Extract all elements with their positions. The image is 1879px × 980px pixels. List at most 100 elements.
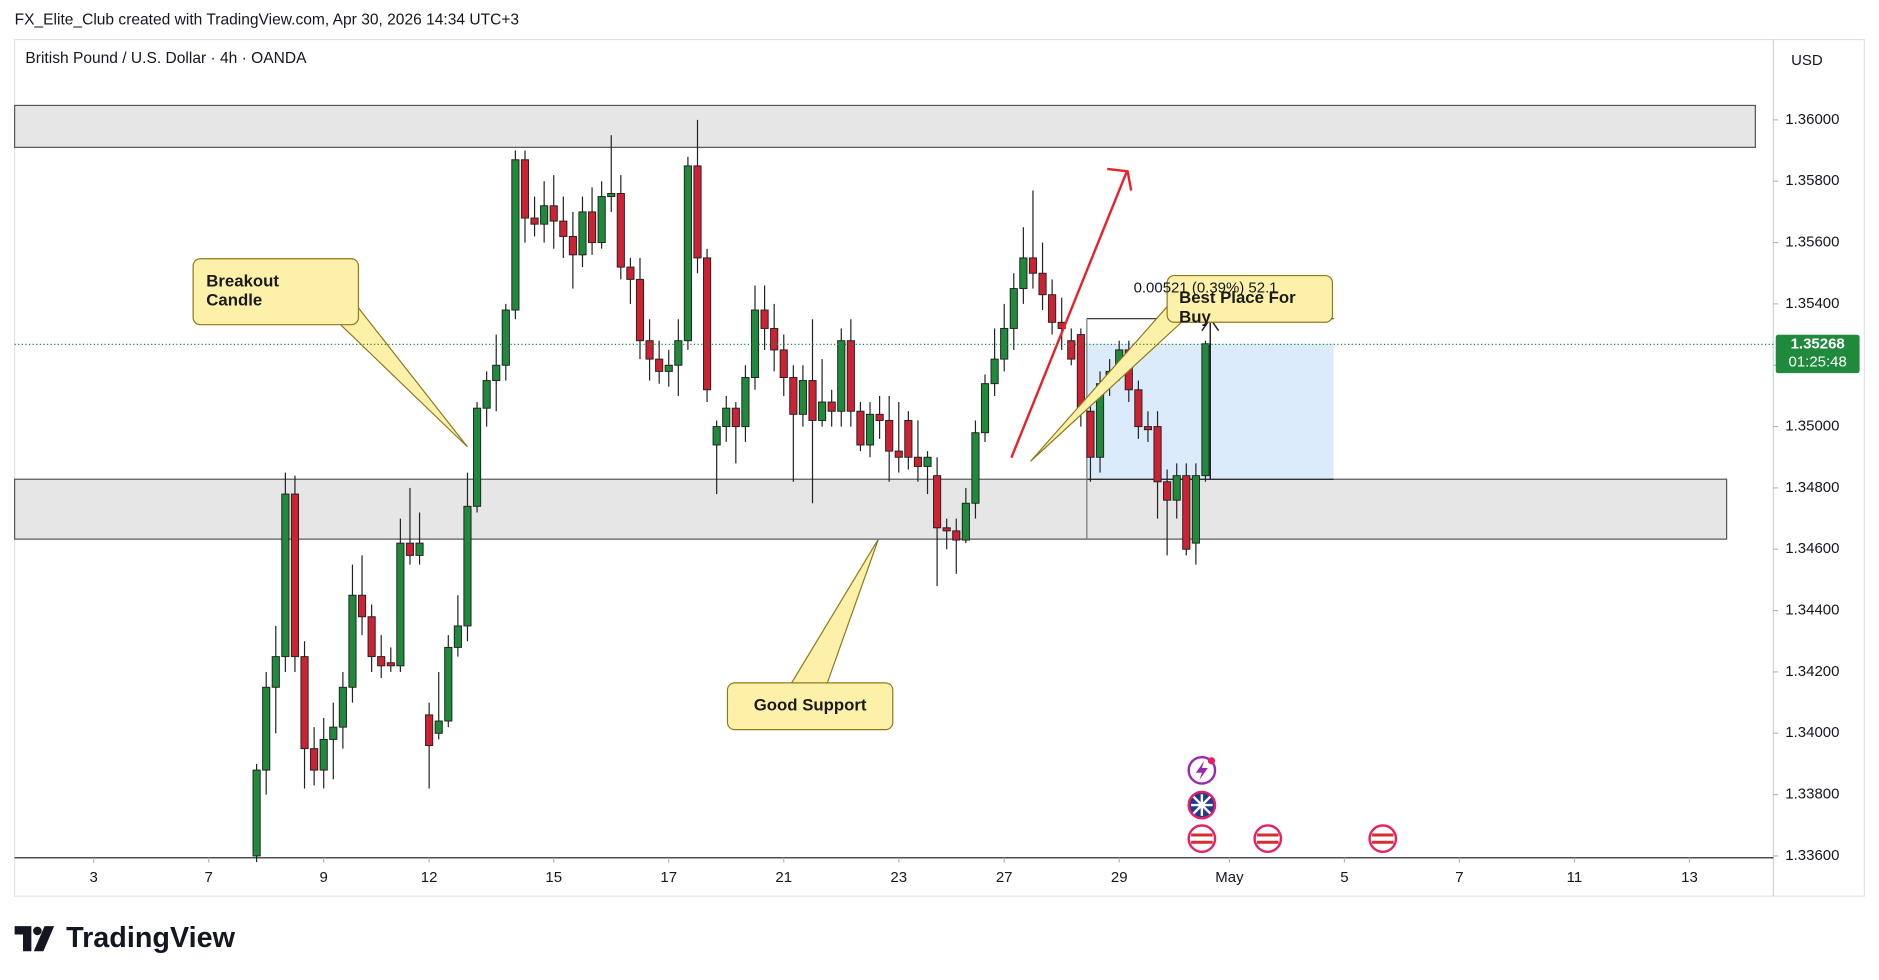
candle-body — [923, 456, 932, 467]
x-tick-label: 5 — [1340, 869, 1348, 886]
candle-body — [865, 413, 875, 446]
candle-body — [990, 358, 999, 385]
candle-body — [530, 217, 539, 225]
us-icons — [1187, 824, 1398, 854]
event-icons — [1187, 755, 1398, 854]
candle-body — [789, 377, 798, 415]
event-icon-dot — [1207, 757, 1216, 765]
event-icon — [1253, 824, 1283, 854]
event-icon-flag — [1191, 794, 1213, 816]
x-tick-label: 15 — [545, 869, 562, 886]
candle-body — [779, 349, 788, 378]
candle-body — [338, 686, 347, 728]
candle-body — [741, 377, 750, 428]
candle-body — [367, 616, 376, 658]
brand-name: TradingView — [66, 922, 235, 954]
candle-body — [703, 257, 712, 391]
candle-body — [1019, 257, 1028, 290]
candle-body — [942, 527, 951, 532]
candle-body — [396, 542, 405, 667]
candle-body — [559, 220, 568, 237]
candle-body — [1076, 334, 1085, 412]
candle-body — [664, 364, 673, 372]
callout-box — [192, 258, 360, 326]
symbol-title: British Pound / U.S. Dollar · 4h · OANDA — [25, 50, 307, 67]
y-tick-label: 1.35400 — [1785, 295, 1839, 312]
candle-body — [501, 309, 510, 366]
candle-body — [520, 159, 530, 219]
candle-body — [933, 475, 942, 529]
candle-body — [904, 419, 913, 458]
candle-body — [348, 594, 357, 688]
candle-body — [1201, 343, 1210, 477]
candle-body — [722, 407, 731, 428]
callout-text: Best Place For Buy — [1179, 287, 1296, 326]
callout-text-holder: Good Support — [754, 695, 867, 714]
candle-body — [1048, 294, 1057, 323]
candle-body — [818, 401, 827, 421]
candle-body — [837, 340, 846, 412]
candle-body — [1153, 426, 1162, 483]
x-tick-label: 29 — [1111, 869, 1128, 886]
countdown-label: 01:25:48 — [1789, 353, 1847, 370]
candle-body — [827, 401, 836, 412]
candle-body — [808, 380, 817, 421]
candle-body — [549, 205, 558, 222]
candle-body — [540, 205, 549, 225]
candle-body — [425, 714, 434, 747]
candle-body — [415, 542, 424, 556]
event-icon — [1368, 824, 1398, 854]
candle-body — [319, 738, 328, 771]
candle-body — [444, 646, 453, 722]
event-icon-flag — [1371, 833, 1394, 844]
candle-body — [693, 165, 702, 259]
callout-pointer — [338, 307, 468, 448]
candle-body — [770, 327, 779, 351]
candle-body — [1086, 410, 1095, 458]
brand-logo — [14, 926, 32, 952]
candle-body — [1172, 475, 1181, 501]
candle-body — [377, 656, 386, 667]
y-tick-label: 1.33600 — [1785, 847, 1839, 864]
candle-body — [856, 410, 865, 446]
candle-body — [262, 686, 271, 771]
candle-body — [750, 309, 760, 378]
header: FX_Elite_Club created with TradingView.c… — [15, 11, 519, 28]
candle-body — [645, 340, 654, 360]
y-tick-label: 1.33800 — [1785, 786, 1839, 803]
candle-body — [271, 656, 280, 688]
candle-body — [434, 720, 443, 734]
red-arrow-head — [1107, 167, 1133, 191]
x-tick-label: 11 — [1567, 869, 1583, 886]
candle-body — [329, 726, 338, 740]
x-tick-label: 23 — [890, 869, 907, 886]
y-tick-label: 1.34800 — [1785, 479, 1839, 496]
red-arrow — [1010, 172, 1128, 459]
x-tick-label: 27 — [996, 869, 1013, 886]
candles — [252, 119, 1210, 863]
candle-body — [1134, 389, 1143, 428]
candle-body — [453, 625, 462, 648]
brand-logo — [33, 926, 42, 936]
candle-body — [683, 165, 692, 342]
candle-body — [607, 193, 616, 198]
candle-body — [290, 493, 300, 658]
x-tick-label: 13 — [1681, 869, 1698, 886]
y-tick-label: 1.34400 — [1785, 602, 1839, 619]
brand-logo — [33, 926, 55, 952]
brand: TradingView — [14, 922, 236, 954]
callout-text-holder: Breakout Candle — [206, 271, 279, 309]
candle-body — [1182, 475, 1191, 550]
currency-label: USD — [1791, 52, 1823, 69]
overlays: Breakout Candle Good Support Best Place … — [192, 167, 1334, 731]
candle-body — [971, 432, 980, 504]
candle-body — [875, 413, 884, 421]
y-tick-label: 1.34200 — [1785, 663, 1839, 680]
candle-body — [492, 364, 501, 382]
y-tick-label: 1.34600 — [1785, 540, 1839, 557]
candle-body — [300, 656, 309, 750]
x-tick-label: 7 — [1455, 869, 1463, 886]
candle-body — [1038, 272, 1047, 296]
support-zone — [14, 478, 1728, 540]
